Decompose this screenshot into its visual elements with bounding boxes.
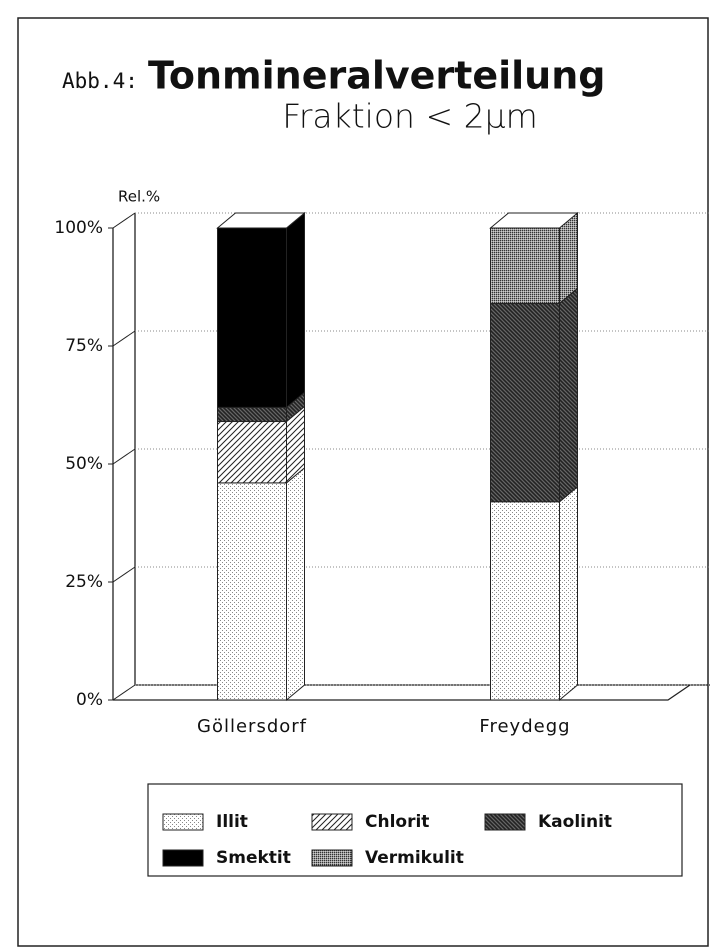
bar-side (286, 211, 305, 409)
bar-segment (217, 406, 287, 423)
bar-segment (490, 227, 560, 305)
legend-box (147, 783, 683, 877)
chart-subtitle: Fraktion < 2µm (282, 97, 537, 136)
bar-side (559, 485, 578, 702)
x-tick-label: Göllersdorf (197, 716, 307, 737)
bar-top (216, 212, 306, 229)
figure-label: Abb.4: (62, 69, 138, 93)
bar-side (559, 287, 578, 503)
legend-label: Kaolinit (538, 812, 612, 832)
bar-segment (217, 227, 287, 408)
chart-title: Tonmineralverteilung (148, 54, 605, 98)
frame (17, 17, 709, 947)
bar-side (286, 466, 305, 702)
y-tick-label: 25% (65, 572, 103, 592)
x-tick-label: Freydegg (479, 716, 570, 737)
y-tick-label: 50% (65, 454, 103, 474)
y-tick-label: 100% (54, 218, 103, 238)
tick-diagonal (112, 684, 136, 701)
bar-segment (490, 303, 560, 503)
bar-segment (217, 421, 287, 484)
y-axis-label: Rel.% (118, 188, 160, 206)
legend-label: Chlorit (365, 812, 429, 832)
y-tick-label: 75% (65, 336, 103, 356)
legend-swatch (311, 849, 353, 867)
bar-segment (217, 482, 287, 701)
legend-label: Illit (216, 812, 248, 832)
tick-diagonal (112, 212, 136, 229)
legend-swatch (162, 813, 204, 831)
tick-diagonal (112, 448, 136, 465)
legend-swatch (484, 813, 526, 831)
y-tick-label: 0% (76, 690, 103, 710)
bar-side (559, 211, 578, 305)
bar-top (489, 212, 579, 229)
tick-diagonal (112, 566, 136, 583)
floor (113, 684, 691, 701)
tick-diagonal (112, 330, 136, 347)
bar-segment (490, 501, 560, 701)
legend-label: Vermikulit (365, 848, 464, 868)
legend-label: Smektit (216, 848, 291, 868)
legend-swatch (311, 813, 353, 831)
legend-swatch (162, 849, 204, 867)
